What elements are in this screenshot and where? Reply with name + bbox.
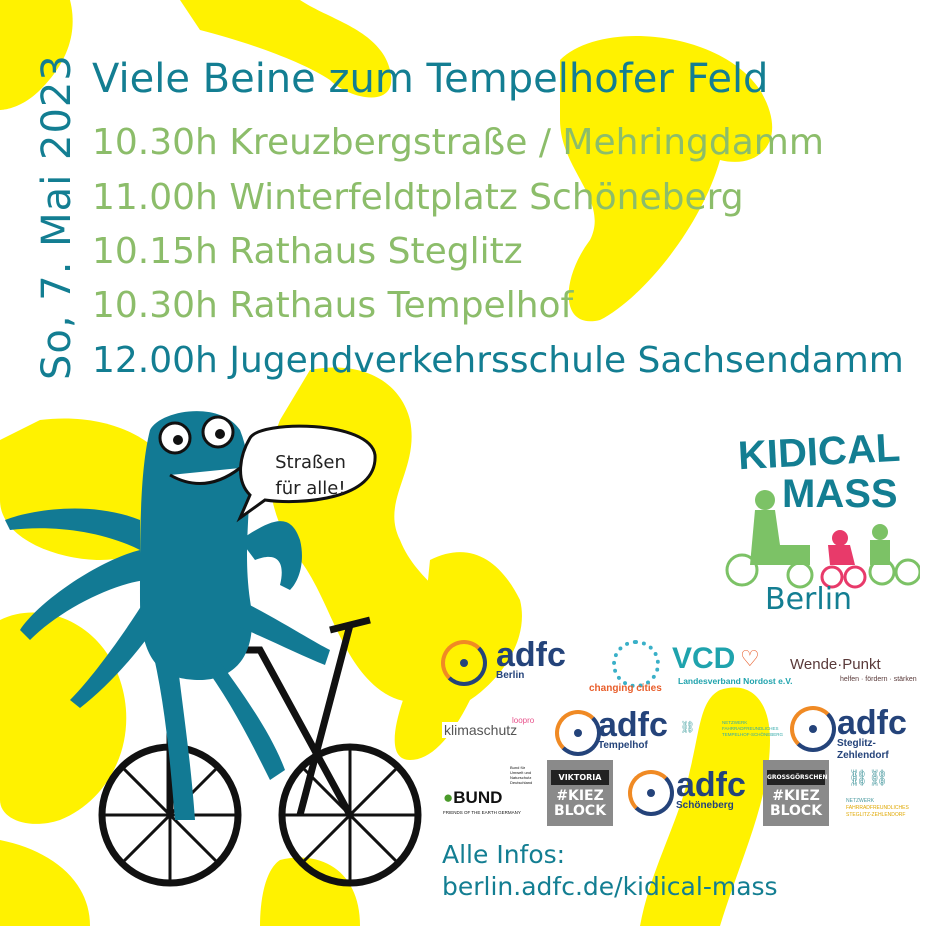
adfc-steglitz-logo: adfc Steglitz-Zehlendorf — [837, 704, 907, 761]
netzwerk-steglitz-logo: NETZWERK FAHRRADFREUNDLICHES STEGLITZ-ZEHL… — [846, 798, 909, 818]
vcd-subtitle: Landesverband Nordost e.V. — [678, 676, 793, 686]
vcd-logo: VCD — [672, 642, 736, 675]
bubble-line-2: für alle! — [275, 478, 346, 499]
stop-tempelhof: 10.30h Rathaus Tempelhof — [92, 285, 574, 326]
klimaschutz-sup: loopro — [512, 716, 535, 725]
speech-bubble: Straßen für alle! — [248, 440, 373, 522]
stop-steglitz: 10.15h Rathaus Steglitz — [92, 231, 523, 272]
adfc-tempelhof-logo: adfc Tempelhof — [598, 706, 668, 751]
family-cyclists-icon — [725, 490, 920, 589]
adfc-ring-icon — [555, 710, 601, 756]
adfc-ring-icon — [441, 640, 487, 686]
berlin-text: Berlin — [765, 582, 853, 617]
changing-cities-dots-icon — [612, 640, 660, 688]
klimaschutz-logo: klimaschutz — [442, 722, 520, 738]
info-link[interactable]: berlin.adfc.de/kidical-mass — [442, 872, 778, 901]
stop-kreuzberg: 10.30h Kreuzbergstraße / Mehringdamm — [92, 122, 824, 163]
changing-cities-logo: changing cities — [589, 683, 662, 694]
wende-punkt-logo: Wende·Punkt — [790, 656, 881, 673]
chain-icon: ⛓ — [680, 720, 696, 734]
stop-winterfeldtplatz: 11.00h Winterfeldtplatz Schöneberg — [92, 177, 744, 218]
stop-sachsendamm: 12.00h Jugendverkehrsschule Sachsendamm — [92, 340, 904, 381]
bund-subtitle: FRIENDS OF THE EARTH GERMANY — [443, 810, 521, 815]
bund-logo: ●BUND — [443, 788, 503, 807]
kiezblock-viktoria-logo: VIKTORIA #KIEZ BLOCK — [547, 760, 613, 826]
adfc-berlin-logo: adfc Berlin — [496, 636, 566, 681]
chain-icon: ⛓⛓ — [848, 770, 889, 787]
adfc-ring-icon — [790, 706, 836, 752]
kiezblock-grossgoerschen-logo: GROSSGÖRSCHEN #KIEZ BLOCK — [763, 760, 829, 826]
kidical-mass-logo: KIDICAL MASS Berlin — [720, 426, 920, 620]
netzwerk-tempelhof-logo: NETZWERK FAHRRADFREUNDLICHES TEMPELHOF-SCH… — [722, 720, 784, 737]
bund-side-text: Bund für Umwelt und Naturschutz Deutschl… — [510, 765, 533, 785]
wende-punkt-tagline: helfen · fördern · stärken — [840, 676, 917, 683]
info-label: Alle Infos: — [442, 840, 566, 869]
adfc-schoeneberg-logo: adfc Schöneberg — [676, 766, 746, 811]
event-date: So, 7. Mai 2023 — [34, 54, 80, 380]
bubble-line-1: Straßen — [275, 452, 346, 473]
heart-arrow-icon: ♡ — [740, 646, 760, 671]
page-title: Viele Beine zum Tempelhofer Feld — [92, 56, 769, 102]
octopus-on-unicycle-illustration — [5, 411, 422, 887]
mass-text: MASS — [782, 472, 898, 516]
adfc-ring-icon — [628, 770, 674, 816]
